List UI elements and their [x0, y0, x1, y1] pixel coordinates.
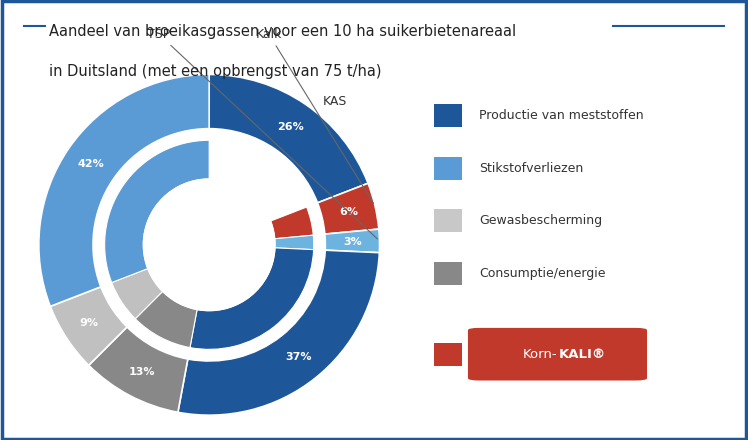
Bar: [434, 157, 462, 180]
Text: 3%: 3%: [343, 237, 362, 246]
Text: 9%: 9%: [79, 318, 99, 328]
Circle shape: [144, 179, 275, 311]
Text: in Duitsland (met een opbrengst van 75 t/ha): in Duitsland (met een opbrengst van 75 t…: [49, 64, 381, 79]
Text: Productie van meststoffen: Productie van meststoffen: [479, 109, 644, 122]
Bar: [434, 209, 462, 232]
Text: KAS: KAS: [323, 95, 348, 107]
Wedge shape: [209, 140, 307, 221]
Wedge shape: [105, 140, 209, 282]
Wedge shape: [50, 287, 127, 365]
Text: 6%: 6%: [339, 207, 358, 217]
Wedge shape: [190, 248, 313, 349]
Wedge shape: [275, 235, 313, 249]
Text: Consumptie/energie: Consumptie/energie: [479, 267, 606, 280]
Text: Stikstofverliezen: Stikstofverliezen: [479, 161, 583, 175]
Bar: [434, 262, 462, 285]
Text: Aandeel van broeikasgassen voor een 10 ha suikerbietenareaal: Aandeel van broeikasgassen voor een 10 h…: [49, 24, 515, 39]
Text: KALI®: KALI®: [559, 348, 606, 361]
Text: 42%: 42%: [78, 159, 105, 169]
Text: 37%: 37%: [285, 352, 311, 362]
Wedge shape: [178, 250, 379, 415]
Text: Kalk: Kalk: [256, 28, 373, 203]
FancyBboxPatch shape: [468, 328, 647, 381]
Wedge shape: [209, 74, 368, 203]
Bar: [434, 343, 462, 366]
Wedge shape: [39, 74, 209, 306]
Wedge shape: [317, 183, 378, 234]
Text: Gewasbescherming: Gewasbescherming: [479, 214, 602, 227]
Text: 26%: 26%: [277, 121, 304, 132]
Bar: [434, 104, 462, 127]
Wedge shape: [111, 268, 162, 319]
Wedge shape: [89, 327, 188, 412]
Text: TSP: TSP: [147, 28, 378, 239]
Wedge shape: [271, 207, 313, 239]
Text: 13%: 13%: [129, 367, 156, 377]
Wedge shape: [325, 229, 379, 253]
Text: Korn-: Korn-: [523, 348, 557, 361]
Wedge shape: [135, 291, 197, 348]
